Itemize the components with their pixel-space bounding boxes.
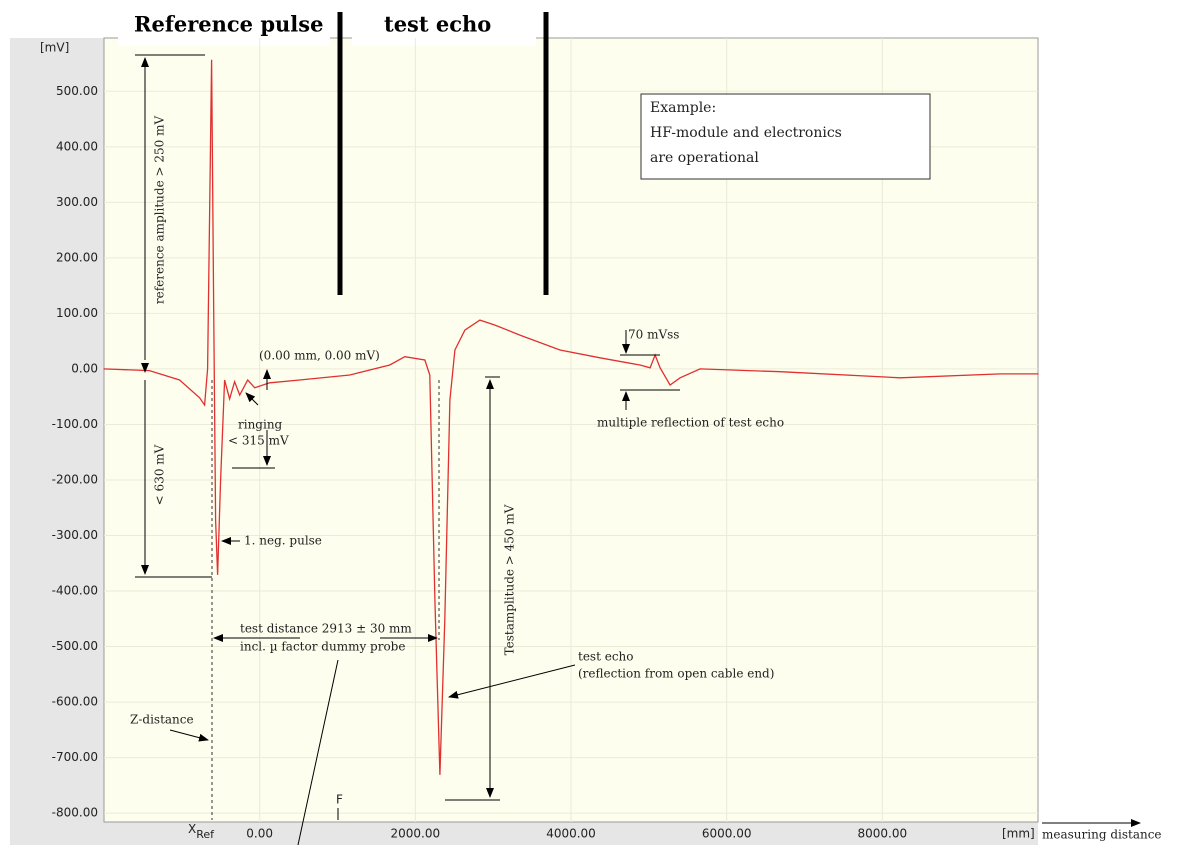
info-box (640, 93, 931, 180)
annotation: Testamplitude > 450 mV (503, 504, 517, 655)
annotation: 1. neg. pulse (244, 534, 322, 548)
x-axis-panel (104, 822, 1038, 845)
y-tick-label: -100.00 (52, 417, 98, 431)
y-tick-label: 400.00 (56, 139, 98, 153)
y-tick-label: 300.00 (56, 195, 98, 209)
marker-label: F (336, 793, 343, 807)
series-line (103, 59, 1039, 775)
annotation: (0.00 mm, 0.00 mV) (259, 349, 380, 363)
y-tick-label: -500.00 (52, 639, 98, 653)
annotation: Z-distance (130, 713, 194, 727)
annotation: multiple reflection of test echo (597, 416, 784, 430)
x-tick-label: 2000.00 (391, 827, 441, 841)
annotation: test echo (578, 650, 634, 664)
y-tick-label: 200.00 (56, 250, 98, 264)
y-tick-label: 500.00 (56, 84, 98, 98)
x-tick-label: 0.00 (246, 827, 273, 841)
x-axis-label: measuring distance (1042, 828, 1162, 842)
arrow (448, 664, 576, 699)
header: Reference pulse (134, 12, 323, 37)
info-text: HF-module and electronics (650, 125, 842, 141)
x-tick-label: 8000.00 (858, 827, 908, 841)
annotations: reference amplitude > 250 mV < 630 mV (0… (130, 54, 784, 845)
y-tick-label: -300.00 (52, 528, 98, 542)
y-tick-label: 0.00 (71, 361, 98, 375)
annotation: (reflection from open cable end) (578, 667, 774, 681)
arrow (169, 729, 209, 742)
y-tick-label: 100.00 (56, 306, 98, 320)
info-text: Example: (650, 100, 716, 116)
annotation: incl. µ factor dummy probe (240, 640, 405, 654)
y-unit: [mV] (40, 41, 69, 55)
y-axis-panel (10, 38, 104, 845)
arrow (245, 392, 259, 406)
y-tick-label: -600.00 (52, 695, 98, 709)
guide (297, 659, 339, 845)
x-tick-label: 6000.00 (702, 827, 752, 841)
header-box (118, 12, 330, 46)
annotation: < 315 mV (228, 434, 289, 448)
x-ref-label: XRef (188, 822, 215, 842)
annotation: 70 mVss (628, 328, 679, 342)
header: test echo (384, 12, 491, 37)
info-text: are operational (650, 150, 759, 166)
header-box (352, 12, 536, 46)
annotation: < 630 mV (153, 444, 167, 505)
x-unit: [mm] (1002, 827, 1035, 841)
x-tick-label: 4000.00 (546, 827, 596, 841)
annotation: ringing (238, 418, 283, 432)
y-tick-label: -400.00 (52, 584, 98, 598)
annotation: reference amplitude > 250 mV (153, 116, 167, 305)
annotation: test distance 2913 ± 30 mm (240, 622, 412, 636)
y-tick-label: -200.00 (52, 472, 98, 486)
y-tick-label: -800.00 (52, 806, 98, 820)
y-tick-label: -700.00 (52, 750, 98, 764)
